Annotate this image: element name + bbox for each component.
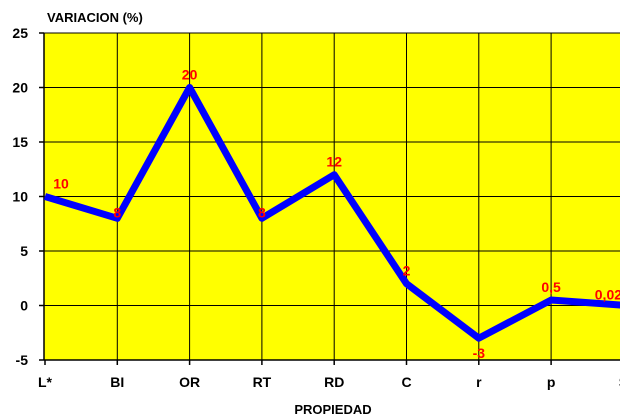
- data-point: [406, 283, 407, 285]
- series-layer: [43, 84, 620, 342]
- y-tick-label: 10: [12, 189, 28, 205]
- data-point: [261, 217, 263, 219]
- x-tick-label: r: [476, 374, 482, 390]
- data-label: 8: [258, 204, 266, 220]
- y-axis-title: VARIACION (%): [47, 10, 143, 25]
- data-point: [44, 196, 46, 197]
- y-tick-label: -5: [16, 352, 29, 368]
- data-label: 0,02: [595, 286, 620, 302]
- data-label: 20: [182, 67, 198, 83]
- y-tick-labels: -5 0 5 10 15 20 25: [12, 25, 28, 368]
- data-point: [550, 299, 552, 301]
- x-tick-label: RT: [253, 374, 272, 390]
- x-tick-label: p: [547, 374, 556, 390]
- x-tick-label: BI: [110, 374, 124, 390]
- y-tick-label: 25: [12, 25, 28, 41]
- data-point: [189, 87, 191, 88]
- data-point: [116, 217, 118, 219]
- x-tick-label: C: [401, 374, 411, 390]
- x-axis-title: PROPIEDAD: [294, 402, 371, 417]
- x-tick-labels: L* BI OR RT RD Cr p S: [38, 374, 620, 390]
- x-tick-label: RD: [324, 374, 344, 390]
- data-label: -3: [473, 345, 486, 361]
- y-tick-label: 5: [20, 243, 28, 259]
- x-tick-label: L*: [38, 374, 53, 390]
- x-tick-label: S: [619, 374, 620, 390]
- y-tick-label: 0: [20, 298, 28, 314]
- data-label: 0,5: [541, 279, 561, 295]
- axes: [39, 32, 620, 365]
- y-tick-label: 15: [12, 134, 28, 150]
- data-label: 12: [326, 154, 342, 170]
- data-label: 8: [113, 204, 121, 220]
- x-tick-label: OR: [179, 374, 200, 390]
- data-label: 2: [403, 263, 411, 279]
- y-tick-label: 20: [12, 80, 28, 96]
- data-labels: 10 8 20 8 12 2 -3 0,5 0,02: [53, 67, 620, 362]
- data-point: [478, 337, 480, 339]
- data-point: [333, 174, 335, 176]
- data-label: 10: [53, 176, 69, 192]
